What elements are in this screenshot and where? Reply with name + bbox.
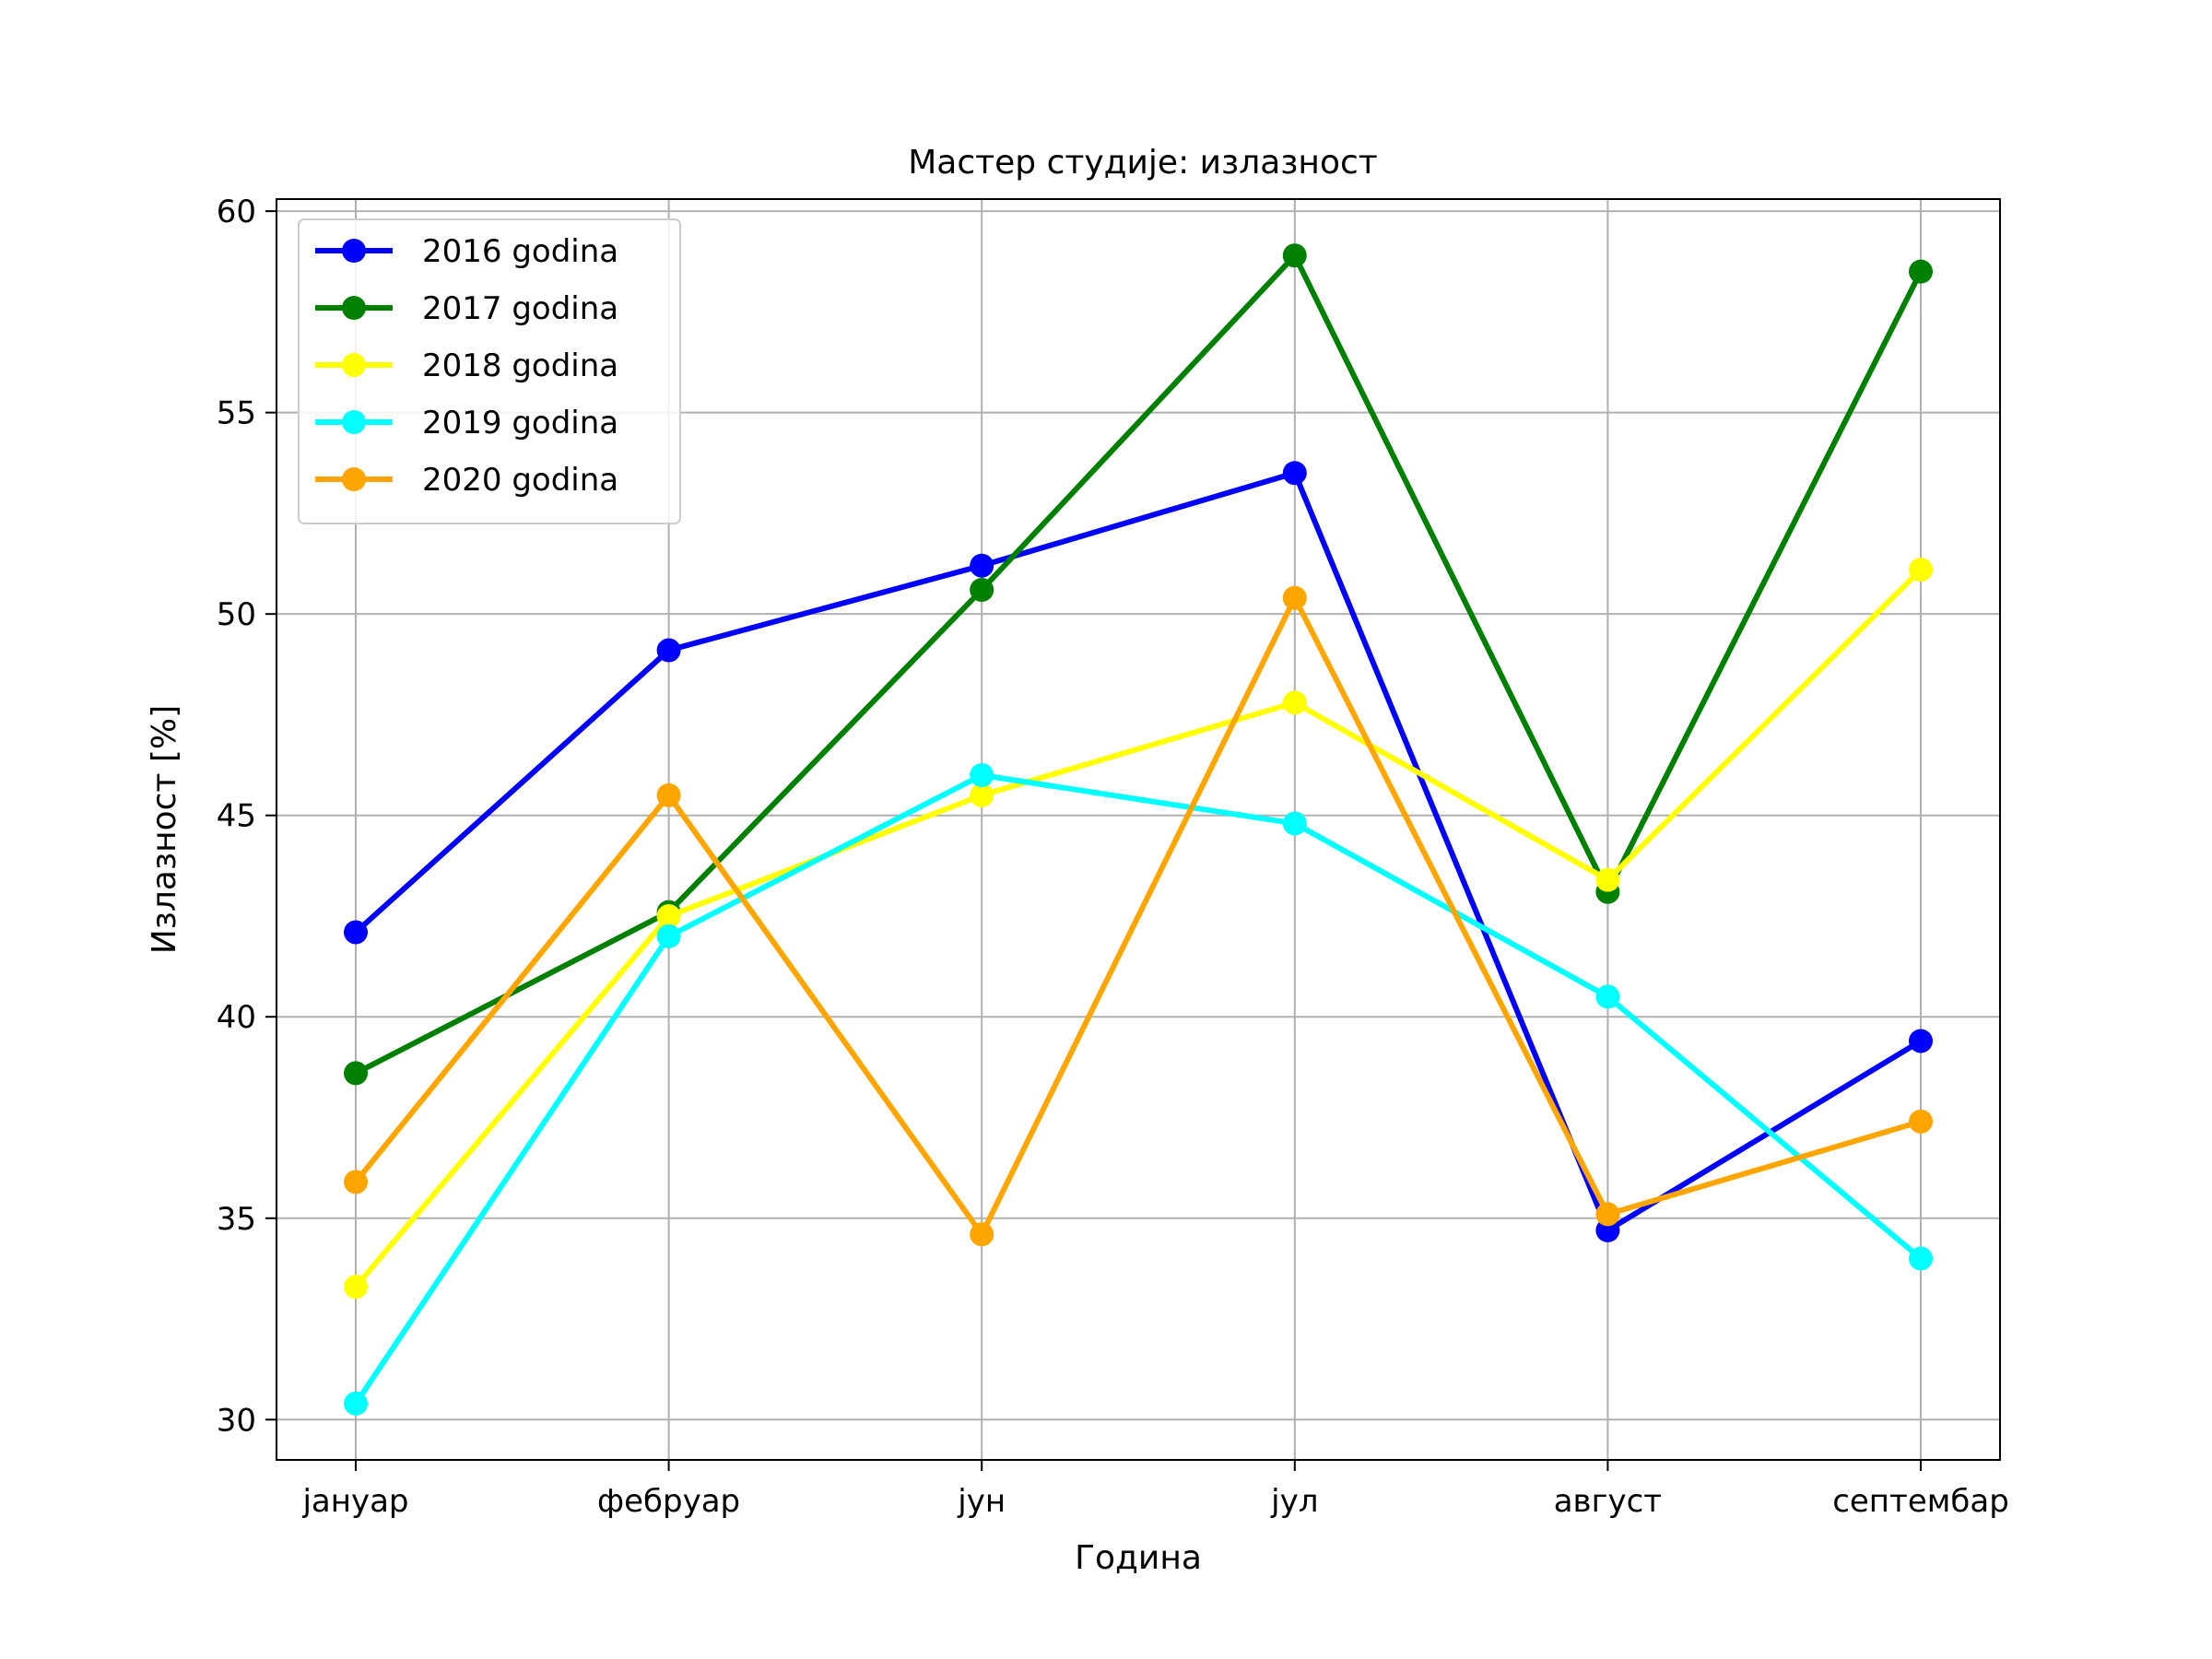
x-tick-label: август [1554, 1483, 1662, 1520]
data-point [344, 1061, 368, 1086]
data-point [1909, 259, 1933, 284]
data-point [344, 1170, 368, 1194]
x-axis: јануар фебруар јун јул август септембар [301, 1460, 2009, 1520]
data-point [1282, 243, 1307, 268]
y-tick-label: 50 [217, 596, 256, 633]
data-point [1282, 690, 1307, 715]
data-point [656, 903, 681, 928]
y-tick-label: 55 [217, 395, 256, 432]
data-point [656, 924, 681, 948]
data-point [344, 920, 368, 945]
data-point [1909, 1029, 1933, 1053]
data-point [970, 782, 994, 807]
y-tick-label: 60 [217, 194, 256, 230]
series-line [353, 567, 1924, 1288]
y-tick-label: 45 [217, 798, 256, 835]
series-line [353, 771, 1923, 1406]
x-tick-label: јул [1270, 1483, 1318, 1520]
legend-swatch-marker [342, 239, 366, 263]
legend-swatch-marker [342, 467, 366, 491]
legend-entry-label: 2016 godina [422, 233, 618, 270]
plot-area-frame [276, 198, 2001, 1461]
data-point [1909, 1246, 1933, 1271]
data-point [1282, 811, 1307, 836]
data-point [656, 782, 681, 807]
y-tick-label: 40 [217, 999, 256, 1036]
legend-entry-label: 2018 godina [422, 347, 618, 384]
legend-swatch-marker [342, 353, 366, 377]
grid-lines [276, 199, 2000, 1460]
legend-swatch-marker [342, 296, 366, 320]
data-point [970, 762, 994, 787]
series-line [354, 250, 1924, 1077]
data-point [656, 638, 681, 663]
data-point [970, 1222, 994, 1247]
data-point [1282, 585, 1307, 610]
y-tick-label: 35 [217, 1201, 256, 1238]
y-axis: 30 35 40 45 50 55 60 [217, 194, 276, 1439]
series-line [353, 591, 1922, 1241]
y-axis-label: Излазност [%] [146, 705, 183, 954]
data-point [1595, 867, 1620, 892]
x-tick-label: јун [957, 1483, 1006, 1520]
data-point [1909, 1109, 1933, 1134]
data-point [970, 577, 994, 602]
data-point [1909, 558, 1933, 582]
legend-frame [298, 218, 681, 524]
data-point [970, 553, 994, 578]
y-tick-label: 30 [217, 1402, 256, 1439]
chart-title: Мастер студије: излазност [908, 144, 1377, 182]
data-point [344, 1275, 368, 1300]
data-point [344, 1391, 368, 1416]
x-tick-label: фебруар [597, 1483, 740, 1520]
x-tick-label: септембар [1832, 1483, 2009, 1520]
x-axis-label: Година [1075, 1539, 1202, 1577]
x-tick-label: јануар [301, 1483, 408, 1520]
legend-entry-label: 2019 godina [422, 405, 618, 441]
legend-entry-label: 2017 godina [422, 290, 618, 327]
legend: 2016 godina 2017 godina 2018 godina 2019 go… [298, 218, 681, 524]
legend-entry-label: 2020 godina [422, 462, 618, 499]
data-point [1595, 984, 1620, 1009]
series-lines [344, 243, 1933, 1416]
data-point [1595, 1202, 1620, 1227]
legend-swatch-marker [342, 410, 366, 434]
data-point [1282, 461, 1307, 486]
